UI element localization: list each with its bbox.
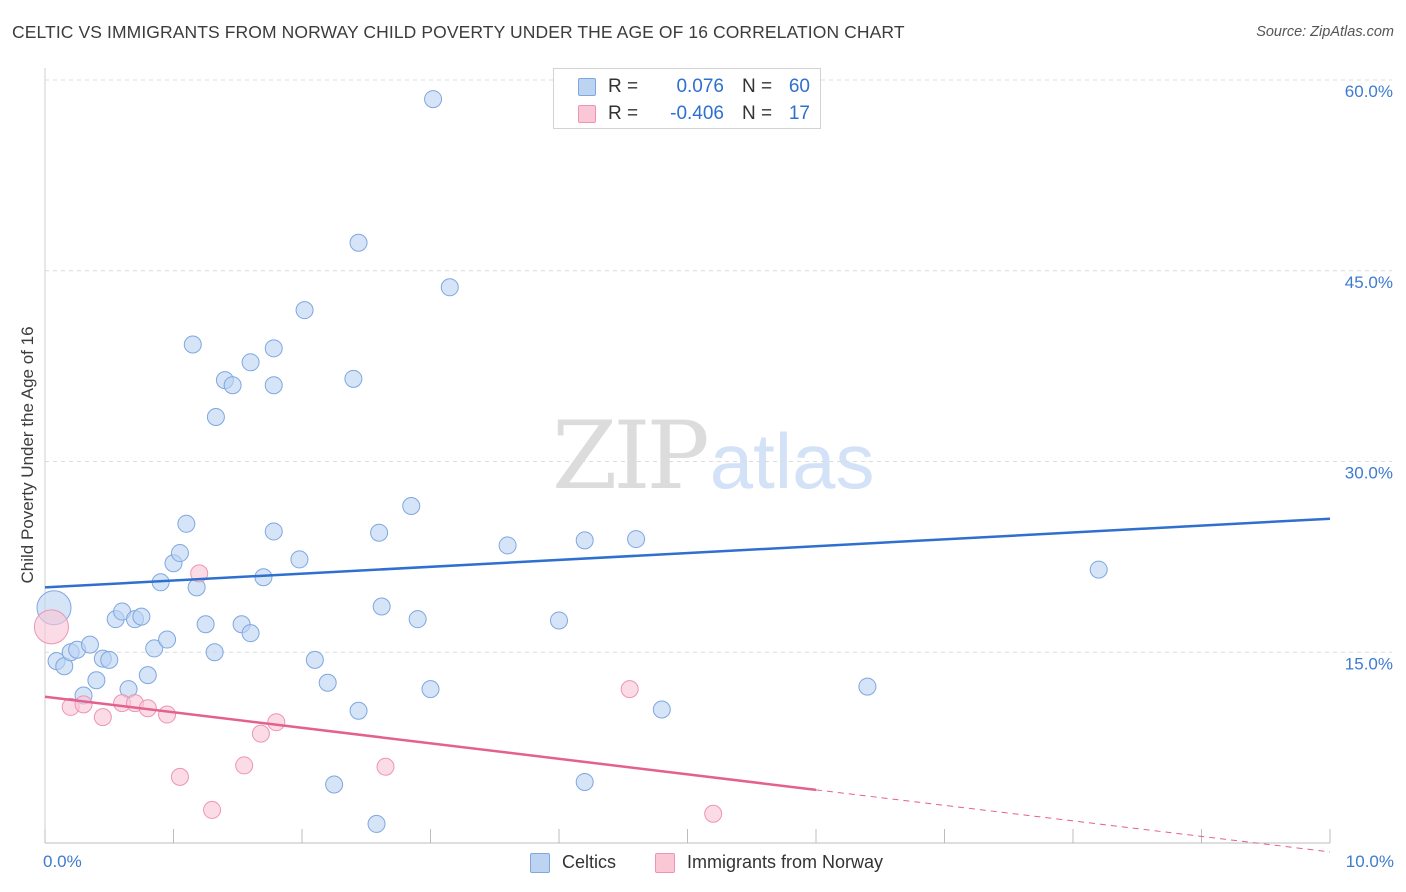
celtics-point — [177, 514, 196, 533]
celtics-legend-swatch — [530, 852, 550, 873]
celtics-point — [158, 630, 177, 649]
celtics-point — [264, 376, 283, 395]
celtics-point — [305, 650, 324, 669]
celtics-point — [344, 369, 363, 388]
celtics-point — [183, 335, 202, 354]
celtics-point — [132, 607, 151, 626]
celtics-point — [170, 544, 189, 563]
norway-trend-line — [44, 695, 817, 792]
trend-lines — [44, 517, 1331, 853]
celtics-point — [370, 523, 389, 542]
norway-legend-swatch — [655, 852, 675, 873]
celtics-point — [87, 671, 106, 690]
x-tick-label-min: 0.0% — [43, 852, 82, 871]
norway-point — [704, 804, 723, 823]
celtics-point — [241, 624, 260, 643]
celtics-point — [421, 680, 440, 699]
celtics-point — [145, 639, 164, 658]
axes — [44, 68, 1331, 844]
legend-row-norway: R = -0.406 N = 17 — [578, 101, 810, 127]
celtics-point — [241, 353, 260, 372]
celtics-point — [858, 677, 877, 696]
source-note: Source: ZipAtlas.com — [1256, 24, 1394, 40]
celtics-point — [290, 550, 309, 569]
celtics-swatch — [578, 78, 596, 96]
y-tick-labels: 15.0% 30.0% 45.0% 60.0% — [1345, 82, 1393, 673]
celtics-point — [206, 407, 225, 426]
bottom-legend-celtics: Celtics — [530, 852, 616, 873]
celtics-trend-line — [44, 517, 1331, 589]
celtics-point — [295, 301, 314, 320]
celtics-point — [100, 650, 119, 669]
chart-title: CELTIC VS IMMIGRANTS FROM NORWAY CHILD P… — [12, 22, 905, 42]
norway-legend-label: Immigrants from Norway — [687, 852, 884, 872]
norway-trend-line-extension — [815, 789, 1331, 853]
celtics-point — [652, 700, 671, 719]
norway-point — [74, 695, 93, 714]
norway-point — [93, 708, 112, 727]
celtics-point — [318, 673, 337, 692]
r-label: R = — [608, 103, 639, 124]
celtics-point — [138, 666, 157, 685]
celtics-point — [498, 536, 517, 555]
r-label: R = — [608, 76, 639, 97]
norway-point — [190, 564, 209, 583]
y-tick-label: 60.0% — [1345, 82, 1393, 101]
x-tick-label-max: 10.0% — [1345, 852, 1394, 871]
celtics-point — [402, 497, 421, 516]
norway-point — [267, 713, 286, 732]
y-tick-label: 15.0% — [1345, 654, 1393, 673]
norway-point — [203, 800, 222, 819]
celtics-point — [264, 522, 283, 541]
y-tick-label: 45.0% — [1345, 273, 1393, 292]
norway-point — [620, 680, 639, 699]
celtics-point — [1089, 560, 1108, 579]
norway-point — [33, 609, 69, 645]
celtics-point — [367, 814, 386, 833]
n-label: N = — [742, 76, 773, 97]
celtics-point — [424, 90, 443, 109]
celtics-points — [36, 90, 1108, 833]
celtics-point — [575, 772, 594, 791]
celtics-r-value: 0.076 — [676, 76, 724, 97]
norway-point — [170, 767, 189, 786]
n-label: N = — [742, 103, 773, 124]
celtics-point — [264, 339, 283, 358]
celtics-point — [550, 611, 568, 630]
norway-n-value: 17 — [788, 103, 810, 124]
celtics-point — [349, 701, 368, 720]
celtics-point — [80, 635, 99, 654]
norway-r-value: -0.406 — [670, 103, 724, 124]
legend-row-celtics: R = 0.076 N = 60 — [578, 74, 810, 100]
celtics-point — [349, 233, 368, 252]
celtics-point — [205, 643, 224, 662]
norway-swatch — [578, 105, 596, 123]
celtics-point — [575, 531, 594, 550]
celtics-legend-label: Celtics — [562, 852, 617, 872]
bottom-legend-norway: Immigrants from Norway — [655, 852, 883, 873]
celtics-point — [325, 775, 344, 794]
stats-legend: R = 0.076 N = 60 R = -0.406 N = 17 — [553, 68, 821, 129]
celtics-point — [196, 615, 215, 634]
y-tick-label: 30.0% — [1345, 464, 1393, 483]
celtics-point — [372, 597, 391, 616]
norway-point — [235, 756, 254, 775]
celtics-n-value: 60 — [788, 76, 810, 97]
celtics-point — [223, 376, 242, 395]
norway-point — [158, 705, 177, 724]
norway-point — [251, 724, 270, 743]
norway-point — [376, 757, 395, 776]
celtics-point — [627, 530, 646, 549]
celtics-point — [440, 278, 459, 297]
celtics-point — [408, 610, 427, 629]
